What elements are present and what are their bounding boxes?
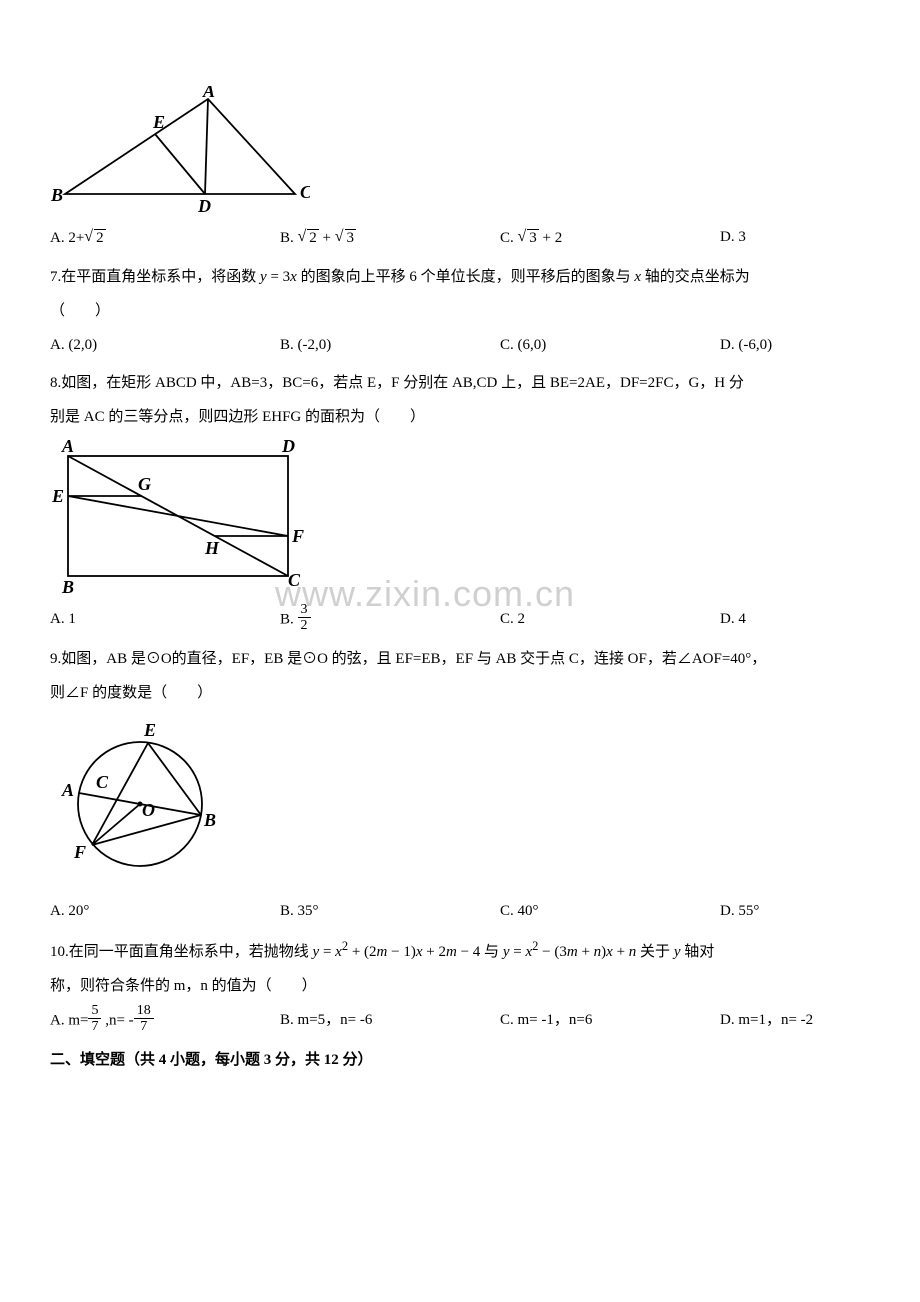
q10-line2: 称，则符合条件的 m，n 的值为（ ） — [50, 971, 870, 1001]
q6-option-c: C. √3 + 2 — [500, 222, 720, 254]
label-F: F — [291, 526, 304, 546]
label-F: F — [73, 842, 86, 862]
label-B: B — [203, 810, 216, 830]
q8-line2: 别是 AC 的三等分点，则四边形 EHFG 的面积为（ ） — [50, 402, 870, 432]
label-C: C — [96, 772, 109, 792]
q7-text: 7.在平面直角坐标系中，将函数 y = 3x 的图象向上平移 6 个单位长度，则… — [50, 262, 870, 292]
label-B: B — [61, 577, 74, 597]
q8-option-a: A. 1 — [50, 604, 280, 636]
q7-option-a: A. (2,0) — [50, 330, 280, 360]
q6-option-b: B. √2 + √3 — [280, 222, 500, 254]
q9-option-a: A. 20° — [50, 896, 280, 926]
q10-option-a: A. m=57 ,n= -187 — [50, 1005, 280, 1037]
label-A: A — [202, 86, 215, 101]
q6-figure: A B C D E — [50, 86, 310, 216]
q9-option-d: D. 55° — [720, 896, 870, 926]
q9-option-b: B. 35° — [280, 896, 500, 926]
q8-line1: 8.如图，在矩形 ABCD 中，AB=3，BC=6，若点 E，F 分别在 AB,… — [50, 368, 870, 398]
q10-option-c: C. m= -1，n=6 — [500, 1005, 720, 1037]
q6-option-d: D. 3 — [720, 222, 870, 254]
label-E: E — [143, 720, 156, 740]
label-H: H — [204, 538, 220, 558]
q10-options: A. m=57 ,n= -187 B. m=5，n= -6 C. m= -1，n… — [50, 1005, 870, 1037]
q9-options: A. 20° B. 35° C. 40° D. 55° — [50, 896, 870, 926]
label-A: A — [61, 438, 74, 456]
label-O: O — [142, 800, 155, 820]
label-D: D — [197, 196, 211, 216]
q10-line1: 10.在同一平面直角坐标系中，若抛物线 y = x2 + (2m − 1)x +… — [50, 934, 870, 967]
q7-option-d: D. (-6,0) — [720, 330, 870, 360]
q7-option-c: C. (6,0) — [500, 330, 720, 360]
q8-option-d: D. 4 — [720, 604, 870, 636]
label-C: C — [300, 182, 310, 202]
label-G: G — [138, 474, 151, 494]
q7-options: A. (2,0) B. (-2,0) C. (6,0) D. (-6,0) — [50, 330, 870, 360]
q10-option-b: B. m=5，n= -6 — [280, 1005, 500, 1037]
q9-line2: 则∠F 的度数是（ ） — [50, 678, 870, 708]
q9-line1: 9.如图，AB 是⊙O的直径，EF，EB 是⊙O 的弦，且 EF=EB，EF 与… — [50, 644, 870, 674]
q6-options: A. 2+√2 B. √2 + √3 C. √3 + 2 D. 3 — [50, 222, 870, 254]
q9-figure: E A C O F B — [50, 714, 230, 884]
label-A: A — [61, 780, 74, 800]
label-E: E — [152, 112, 165, 132]
q6-option-a: A. 2+√2 — [50, 222, 280, 254]
section-2-title: 二、填空题（共 4 小题，每小题 3 分，共 12 分） — [50, 1045, 870, 1075]
label-B: B — [50, 185, 63, 205]
q7-option-b: B. (-2,0) — [280, 330, 500, 360]
q9-option-c: C. 40° — [500, 896, 720, 926]
q10-option-d: D. m=1，n= -2 — [720, 1005, 870, 1037]
label-D: D — [281, 438, 295, 456]
label-E: E — [51, 486, 64, 506]
q7-paren: （ ） — [50, 296, 870, 326]
